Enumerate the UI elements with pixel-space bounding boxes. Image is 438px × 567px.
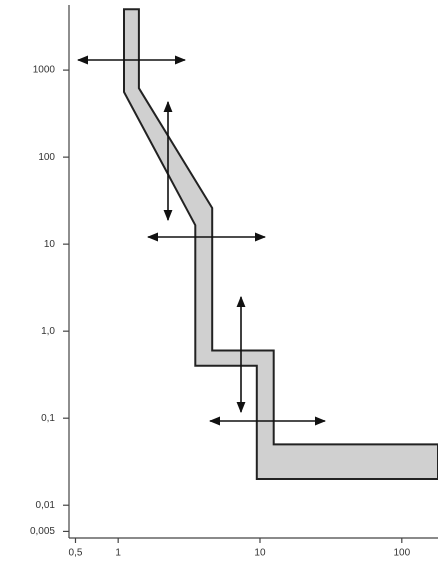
y-tick-label: 1000: [33, 65, 56, 76]
y-tick-label: 10: [44, 239, 56, 250]
characteristic-band: [123, 8, 438, 480]
y-tick-label: 0,1: [41, 413, 55, 424]
y-tick-label: 0,005: [30, 526, 55, 537]
y-tick-label: 100: [38, 152, 55, 163]
plot: 0,005 0,01 0,1 1,0 10 100 1000 0,5 1 10 100: [30, 5, 438, 559]
x-tick-label: 0,5: [69, 548, 83, 559]
y-tick-label: 0,01: [36, 500, 56, 511]
x-tick-label: 10: [254, 548, 266, 559]
x-tick-label: 100: [393, 548, 410, 559]
x-tick-label: 1: [115, 548, 121, 559]
adjust-arrows: [76, 55, 327, 426]
y-tick-label: 1,0: [41, 326, 55, 337]
